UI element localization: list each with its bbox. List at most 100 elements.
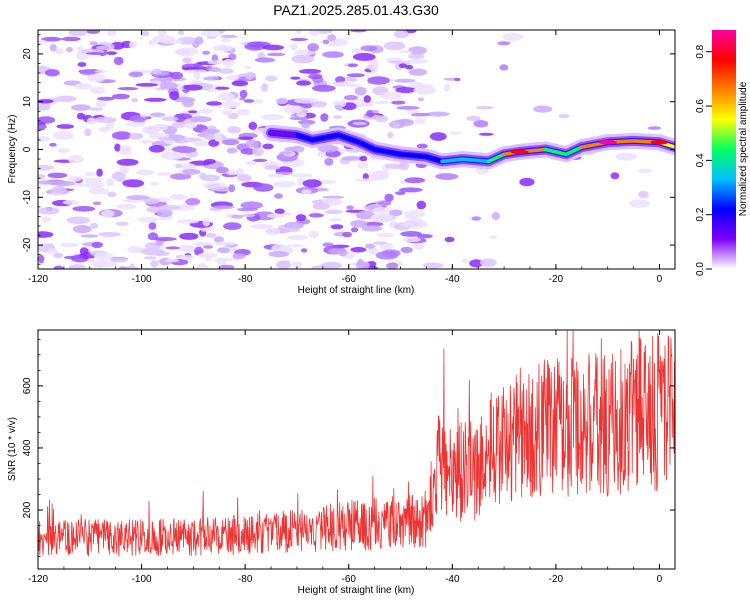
spectrogram-ridge-segment <box>398 152 429 159</box>
spectrogram-noise-cell <box>66 46 73 53</box>
spectrogram-noise-cell <box>239 89 248 99</box>
spectrogram-noise-cell <box>283 221 304 230</box>
spectrogram-noise-cell <box>290 76 301 80</box>
spectrogram-noise-cell <box>129 132 144 140</box>
colorbar-ticks: 0.0 0.2 0.4 0.6 0.8 <box>695 44 712 276</box>
spectrogram-noise-cell <box>388 60 406 64</box>
spectrogram-noise-cell <box>183 84 203 91</box>
spectrogram-noise-cell <box>405 64 414 70</box>
spectrogram-noise-cell <box>79 247 89 256</box>
spectrogram-noise-cell <box>355 210 375 220</box>
spectrogram-ridge-peak <box>650 140 669 145</box>
spectrogram-noise-cell <box>105 178 115 187</box>
spectrogram-noise-cell <box>202 217 211 227</box>
spectrogram-noise-cell <box>136 169 155 176</box>
spectrogram-noise-cell <box>332 115 343 119</box>
spectrogram-noise-cell <box>284 147 297 152</box>
spectrogram-noise-cell <box>341 156 364 161</box>
spectrogram-noise-cell <box>363 95 371 103</box>
spectrogram-noise-cell <box>423 262 444 269</box>
spectrogram-noise-cell <box>196 263 209 269</box>
spectrogram-noise-cell <box>324 209 343 215</box>
spectrogram-noise-cell <box>352 52 376 61</box>
spectrogram-noise-cell <box>49 142 57 147</box>
spectrogram-noise-cell <box>89 107 103 111</box>
spectrogram-noise-cell <box>197 252 218 259</box>
spectrogram-noise-cell <box>328 218 342 222</box>
spectrogram-noise-cell <box>213 205 235 210</box>
spectrogram-ridge-layer <box>263 124 675 170</box>
spectrogram-noise-cell <box>629 199 651 208</box>
spectrogram-noise-cell <box>150 260 159 268</box>
spectrogram-noise-cell <box>115 221 129 226</box>
spectrogram-noise-cell <box>417 234 433 239</box>
spectrogram-noise-cell <box>425 111 450 117</box>
spectrogram-noise-cell <box>637 168 653 173</box>
spectrogram-noise-cell <box>268 251 290 258</box>
spectrogram-noise-cell <box>228 184 236 193</box>
spectrogram-noise-cell <box>220 34 238 39</box>
spectrogram-noise-cell <box>343 95 358 101</box>
spectrogram-noise-cell <box>51 185 67 194</box>
spectrogram-noise-cell <box>295 30 302 35</box>
x-tick-label: -100 <box>132 274 152 285</box>
spectrogram-noise-cell <box>312 84 336 92</box>
spectrogram-noise-cell <box>502 32 524 41</box>
spectrogram-noise-cell <box>114 143 121 152</box>
spectrogram-noise-cell <box>41 36 62 42</box>
spectrogram-noise-cell <box>375 251 399 260</box>
spectrogram-noise-cell <box>491 212 500 221</box>
spectrogram-ridge-segment <box>424 154 444 164</box>
spectrogram-noise-cell <box>394 78 416 83</box>
spectrogram-noise-cell <box>327 34 337 42</box>
spectrogram-noise-cell <box>169 194 189 200</box>
spectrogram-noise-cell <box>47 172 68 179</box>
spectrogram-noise-cell <box>164 139 176 145</box>
spectrogram-ridge-segment <box>460 157 491 164</box>
spectrogram-noise-cell <box>497 41 511 46</box>
spectrogram-noise-cell <box>357 162 369 169</box>
spectrogram-noise-cell <box>38 180 57 185</box>
spectrogram-y-ticks: -20 -10 0 10 20 <box>22 34 675 265</box>
spectrogram-noise-cell <box>156 209 173 218</box>
spectrogram-noise-cell <box>235 108 251 116</box>
spectrogram-noise-cell <box>324 158 334 166</box>
spectrogram-noise-cell <box>215 86 230 90</box>
spectrogram-noise-cell <box>405 109 419 114</box>
spectrogram-noise-cell <box>49 44 57 52</box>
spectrogram-noise-cell <box>162 77 173 83</box>
spectrogram-noise-cell <box>60 242 79 248</box>
spectrogram-noise-cell <box>207 60 225 65</box>
spectrogram-noise-cell <box>499 64 509 71</box>
spectrogram-noise-cell <box>202 50 211 55</box>
spectrogram-noise-cell <box>148 222 157 230</box>
spectrogram-noise-cell <box>131 97 139 103</box>
spectrogram-noise-cell <box>93 252 114 261</box>
spectrogram-noise-cell <box>262 44 284 51</box>
spectrogram-noise-cell <box>360 45 378 52</box>
spectrogram-noise-cell <box>303 112 316 119</box>
spectrogram-noise-cell <box>179 232 199 240</box>
spectrogram-noise-cell <box>295 214 307 222</box>
spectrogram-noise-cell <box>217 92 236 101</box>
spectrogram-noise-cell <box>411 112 431 117</box>
spectrogram-noise-cell <box>404 177 426 184</box>
spectrogram-noise-layer <box>38 30 662 269</box>
spectrogram-noise-cell <box>252 147 264 157</box>
spectrogram-noise-cell <box>262 143 274 150</box>
x-tick-label: -20 <box>549 574 564 585</box>
spectrogram-noise-cell <box>221 100 241 109</box>
spectrogram-noise-cell <box>248 121 258 130</box>
spectrogram-noise-cell <box>377 200 392 206</box>
snr-y-axis-label: SNR (10 * v/v) <box>7 417 18 481</box>
spectrogram-noise-cell <box>615 152 637 161</box>
spectrogram-noise-cell <box>475 105 494 110</box>
spectrogram-noise-cell <box>449 131 462 135</box>
spectrogram-noise-cell <box>116 158 139 166</box>
spectrogram-noise-cell <box>53 180 76 187</box>
spectrogram-noise-cell <box>429 132 447 141</box>
spectrogram-noise-cell <box>48 247 58 255</box>
spectrogram-noise-cell <box>454 77 461 82</box>
spectrogram-noise-cell <box>435 173 459 180</box>
spectrogram-noise-cell <box>367 76 390 85</box>
